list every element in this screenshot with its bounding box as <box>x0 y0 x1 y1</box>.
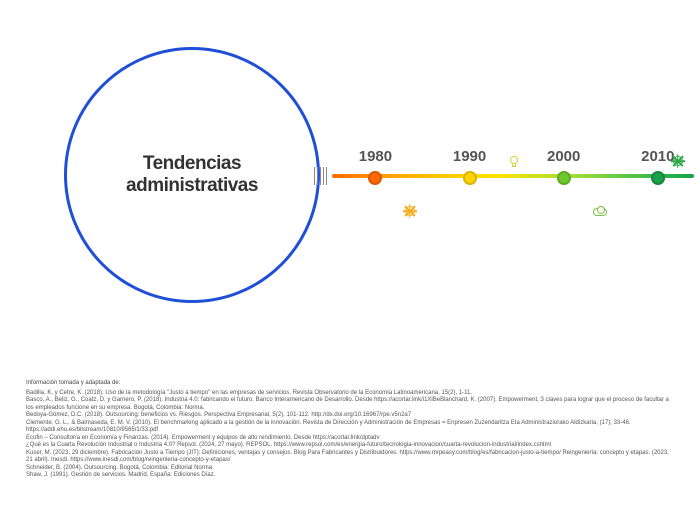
reference-line: ¿Qué es la Cuarta Revolución Industrial … <box>26 442 671 450</box>
reference-line: Basco, A., Beliz, G., Coatz, D. y Garner… <box>26 397 671 412</box>
tick-dot <box>557 171 571 185</box>
tick-dot <box>651 171 665 185</box>
tick-label: 1990 <box>440 148 500 165</box>
timeline-start-hatch <box>314 167 328 185</box>
tick-label: 2000 <box>534 148 594 165</box>
gear-icon <box>673 156 683 166</box>
timeline-tick: 2010 <box>628 148 688 185</box>
tick-label: 1980 <box>345 148 405 165</box>
references-heading: Información tomada y adaptada de: <box>26 380 671 388</box>
title-circle: Tendencias administrativas <box>64 47 320 303</box>
bulb-icon <box>510 156 518 167</box>
reference-line: Clemente, G. L., & Balmaseda, E. M. V. (… <box>26 420 671 435</box>
canvas: Tendencias administrativas 1980199020002… <box>0 0 697 520</box>
tick-dot <box>463 171 477 185</box>
timeline: 1980199020002010 <box>314 152 694 200</box>
reference-line: Schneider, B. (2004). Outsourcing. Bogot… <box>26 465 671 473</box>
timeline-tick: 1980 <box>345 148 405 185</box>
reference-line: Bedoya-Gómez, D.C. (2018). Outsourcing: … <box>26 412 671 420</box>
references-block: Información tomada y adaptada de: Badill… <box>26 380 671 480</box>
references-list: Badilla, K. y Cetre, K. (2018). Uso de l… <box>26 390 671 480</box>
reference-line: Kuser, M. (2023, 29 diciembre). Fabricac… <box>26 450 671 465</box>
reference-line: Shaw, J. (1991). Gestión de servicios. M… <box>26 472 671 480</box>
cloud-icon <box>593 208 607 216</box>
timeline-tick: 2000 <box>534 148 594 185</box>
title-text: Tendencias administrativas <box>126 153 258 197</box>
reference-line: Badilla, K. y Cetre, K. (2018). Uso de l… <box>26 390 671 398</box>
tick-dot <box>368 171 382 185</box>
reference-line: Ecofin – Consultoría en Economía y Finan… <box>26 435 671 443</box>
gear-icon <box>405 206 415 216</box>
timeline-tick: 1990 <box>440 148 500 185</box>
